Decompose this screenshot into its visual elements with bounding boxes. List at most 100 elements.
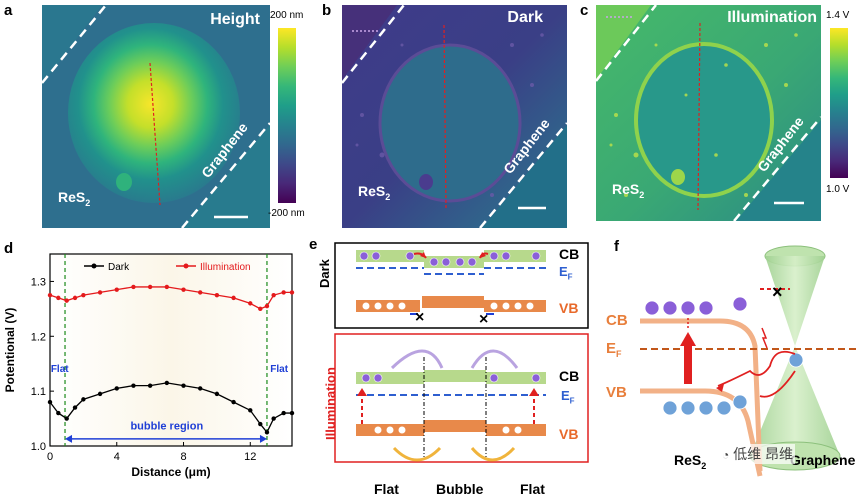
data-point-dark	[198, 386, 203, 391]
panel-e-ef-illum-sub: F	[569, 396, 575, 406]
panel-a-material-text: ReS	[58, 189, 86, 205]
panel-c-colorbar-bottom: 1.0 V	[826, 184, 850, 195]
panel-f-right-material: Graphene	[790, 452, 856, 468]
y-tick-label: 1.1	[31, 386, 46, 398]
panel-c-material-sub: 2	[639, 189, 645, 200]
panel-f-ef: EF	[606, 340, 622, 359]
panel-e-vb-illum: VB	[559, 426, 579, 442]
panel-f-left-material: ReS2	[674, 452, 706, 471]
data-point-dark	[231, 399, 236, 405]
panel-e-ef-dark-text: E	[559, 264, 568, 279]
panel-c-colorbar-top: 1.4 V	[826, 10, 850, 21]
panel-f-vb: VB	[606, 384, 627, 401]
x-tick-label: 0	[47, 451, 53, 463]
panel-b-dark-map: Dark ReS2 Graphene	[342, 5, 567, 228]
panel-a-material: ReS2	[58, 189, 90, 208]
panel-c-colorbar	[830, 28, 848, 178]
data-point-dark	[72, 405, 78, 410]
panel-c-illumination-map: Illumination ReS2 Graphene	[596, 5, 821, 221]
svg-text:×: ×	[415, 309, 424, 326]
data-point-dark	[258, 421, 263, 427]
legend-label: Dark	[108, 262, 130, 273]
panel-f-ef-sub: F	[616, 349, 622, 359]
data-point-illumination	[258, 306, 263, 312]
data-point-illumination	[289, 290, 295, 295]
panel-e-diagram: × ×	[334, 242, 589, 463]
svg-text:×: ×	[772, 282, 783, 302]
arrow-head-right	[259, 434, 267, 443]
panel-e-cb-illum: CB	[559, 368, 580, 384]
x-tick-label: 12	[244, 451, 256, 463]
arrow-head-left	[65, 434, 73, 443]
panel-e-vb-dark: VB	[559, 300, 579, 316]
watermark: ◔ 低维 昂维	[720, 444, 796, 464]
panel-c-material-text: ReS	[612, 181, 640, 197]
panel-c-title: Illumination	[727, 9, 817, 26]
data-point-illumination	[147, 284, 153, 290]
x-tick-label: 4	[114, 451, 120, 463]
data-point-illumination	[164, 284, 170, 290]
annotation-flat-right: Flat	[270, 364, 288, 375]
panel-b-material-text: ReS	[358, 183, 386, 199]
y-tick-label: 1.2	[31, 331, 46, 343]
panel-e-illum-label: Illumination	[323, 367, 338, 440]
annotation-bubble-region: bubble region	[130, 421, 203, 433]
x-tick-label: 8	[180, 451, 186, 463]
data-point-illumination	[72, 295, 78, 301]
data-point-illumination	[131, 284, 136, 290]
data-point-illumination	[264, 303, 270, 309]
legend-label: Illumination	[200, 262, 251, 273]
data-point-dark	[181, 383, 186, 388]
wechat-icon: ◔	[722, 448, 730, 462]
data-point-illumination	[214, 292, 220, 298]
panel-a-colorbar-top: 200 nm	[270, 10, 304, 21]
legend-marker	[91, 263, 97, 269]
panel-e-bottom-flat-left: Flat	[374, 481, 399, 497]
panel-b-letter: b	[322, 2, 332, 19]
data-point-dark	[248, 408, 253, 413]
data-point-illumination	[271, 292, 276, 298]
panel-a-letter: a	[4, 2, 13, 19]
panel-e-ef-dark: EF	[559, 264, 573, 282]
data-point-dark	[56, 410, 61, 416]
data-point-illumination	[281, 290, 286, 295]
panel-f-left-material-text: ReS	[674, 452, 702, 468]
panel-e-letter: e	[309, 236, 318, 253]
panel-e-dark-label: Dark	[317, 259, 332, 288]
panel-a-title: Height	[210, 11, 260, 28]
panel-f-diagram: ×	[640, 245, 860, 477]
panel-c-letter: c	[580, 2, 589, 19]
data-point-dark	[264, 430, 270, 435]
data-point-illumination	[56, 295, 61, 301]
annotation-flat-left: Flat	[51, 364, 69, 375]
x-axis-label: Distance (μm)	[131, 465, 210, 479]
data-point-dark	[131, 383, 136, 388]
data-point-dark	[214, 391, 220, 397]
data-point-dark	[271, 416, 276, 421]
data-point-illumination	[64, 298, 69, 303]
data-point-illumination	[97, 290, 103, 295]
data-point-illumination	[231, 295, 236, 301]
panel-a-colorbar	[278, 28, 296, 203]
panel-e-ef-dark-sub: F	[567, 272, 573, 282]
data-point-dark	[64, 416, 69, 421]
data-point-illumination	[114, 287, 119, 292]
panel-b-material: ReS2	[358, 183, 390, 202]
panel-a-material-sub: 2	[85, 197, 91, 208]
plot-area	[49, 253, 293, 447]
data-point-illumination	[47, 292, 53, 298]
panel-e-ef-illum: EF	[561, 388, 575, 406]
data-point-illumination	[181, 287, 186, 292]
panel-a-colorbar-bottom: -200 nm	[268, 208, 305, 219]
data-point-dark	[97, 391, 103, 397]
panel-b-material-sub: 2	[385, 191, 391, 202]
panel-f-left-material-sub: 2	[701, 460, 707, 471]
panel-f-letter: f	[614, 238, 619, 255]
data-point-dark	[47, 399, 53, 405]
panel-f-ef-text: E	[606, 340, 617, 357]
svg-text:×: ×	[479, 311, 488, 328]
y-tick-label: 1.0	[31, 441, 46, 453]
data-point-dark	[147, 383, 153, 388]
data-point-dark	[289, 410, 295, 416]
panel-c-material: ReS2	[612, 181, 644, 200]
